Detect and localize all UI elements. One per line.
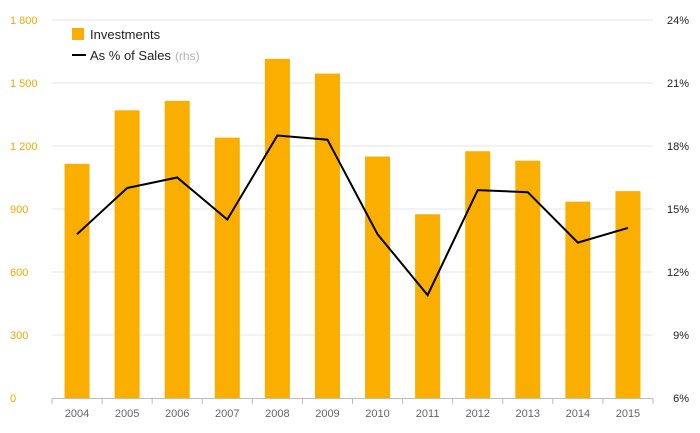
legend-label-percent-of-sales-text: As % of Sales xyxy=(90,48,171,63)
bar-2011 xyxy=(415,214,441,398)
left-tick-label-900: 900 xyxy=(10,204,28,216)
left-tick-label-1200: 1 200 xyxy=(10,141,38,153)
left-tick-label-0: 0 xyxy=(10,393,16,405)
legend: Investments As % of Sales (rhs) xyxy=(72,27,200,63)
bar-2015 xyxy=(615,191,641,398)
x-tick-label-2011: 2011 xyxy=(416,408,440,420)
x-tick-label-2012: 2012 xyxy=(465,408,489,420)
x-tick-label-2008: 2008 xyxy=(265,408,289,420)
bar-2004 xyxy=(64,163,90,398)
investment-bars xyxy=(64,58,641,399)
percent-of-sales-line xyxy=(76,134,629,297)
bar-2008 xyxy=(264,58,290,398)
bar-2009 xyxy=(314,73,340,399)
left-tick-label-1500: 1 500 xyxy=(10,78,38,90)
legend-swatch-investments xyxy=(72,28,84,40)
bar-2010 xyxy=(365,156,391,398)
bar-2006 xyxy=(164,100,190,398)
left-tick-label-600: 600 xyxy=(10,267,28,279)
x-tick-label-2015: 2015 xyxy=(616,408,640,420)
legend-label-rhs-note: (rhs) xyxy=(175,49,200,63)
right-tick-label-9: 9% xyxy=(673,330,689,342)
bar-2005 xyxy=(114,110,140,399)
x-tick-label-2013: 2013 xyxy=(516,408,540,420)
x-tick-label-2010: 2010 xyxy=(365,408,389,420)
x-tick-label-2014: 2014 xyxy=(566,408,590,420)
right-tick-label-15: 15% xyxy=(667,204,689,216)
legend-label-investments: Investments xyxy=(90,27,161,42)
legend-label-percent-of-sales: As % of Sales (rhs) xyxy=(90,48,200,63)
right-tick-label-21: 21% xyxy=(667,78,689,90)
x-tick-label-2006: 2006 xyxy=(165,408,189,420)
bar-2007 xyxy=(214,137,240,398)
bar-2014 xyxy=(565,201,591,398)
right-tick-label-24: 24% xyxy=(667,15,689,27)
gridlines xyxy=(52,19,653,336)
right-tick-label-18: 18% xyxy=(667,141,689,153)
left-tick-label-1800: 1 800 xyxy=(10,15,38,27)
left-axis-ticks: 0 300 600 900 1 200 1 500 1 800 xyxy=(10,15,38,405)
x-tick-label-2007: 2007 xyxy=(215,408,239,420)
right-axis-ticks: 6% 9% 12% 15% 18% 21% 24% xyxy=(667,15,689,405)
bar-2013 xyxy=(515,160,541,398)
left-tick-label-300: 300 xyxy=(10,330,28,342)
x-tick-label-2005: 2005 xyxy=(115,408,139,420)
bar-2012 xyxy=(465,151,491,398)
right-tick-label-12: 12% xyxy=(667,267,689,279)
right-tick-label-6: 6% xyxy=(673,393,689,405)
x-tick-label-2004: 2004 xyxy=(65,408,89,420)
x-axis-ticks: 2004 2005 2006 2007 2008 2009 2010 2011 2012 2013… xyxy=(51,398,654,420)
percent-of-sales-line-group xyxy=(76,134,629,297)
x-tick-label-2009: 2009 xyxy=(315,408,339,420)
